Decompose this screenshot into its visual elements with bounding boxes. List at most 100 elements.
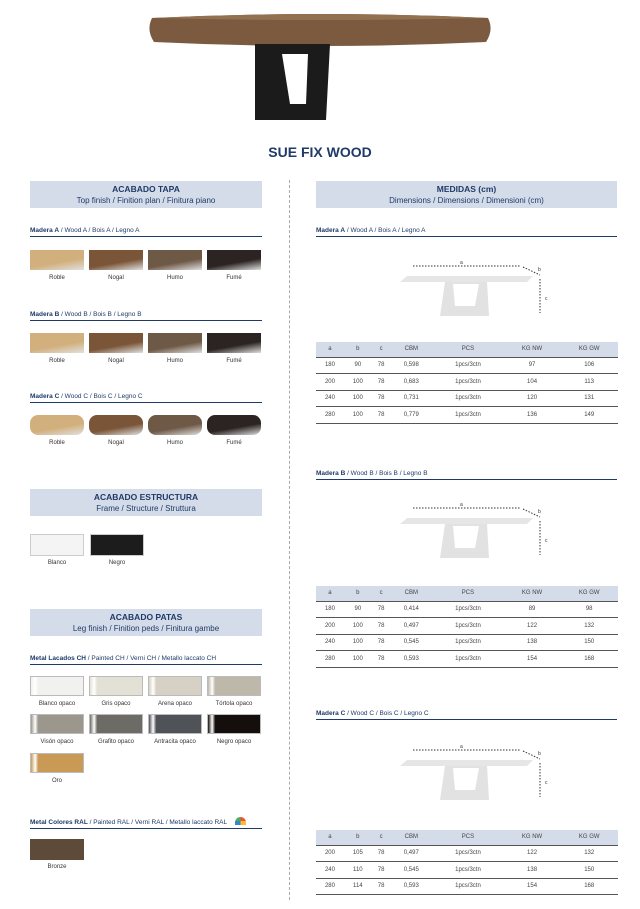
dimension-section-label: Madera B / Wood B / Bois B / Legno B <box>316 470 617 480</box>
label-rest: / Wood A / Bois A / Legno A <box>59 227 140 234</box>
dim-line-b <box>522 750 541 760</box>
table-cell: 136 <box>503 406 561 424</box>
wood-swatch <box>89 333 143 353</box>
table-cell: 1pcs/3ctn <box>432 406 504 424</box>
header-title: ACABADO PATAS <box>109 612 183 622</box>
table-cell: 114 <box>343 878 372 895</box>
dim-label-a: a <box>460 502 463 508</box>
swatch-label: Nogal <box>108 275 124 281</box>
header-title: ACABADO ESTRUCTURA <box>93 492 199 502</box>
leg-swatch <box>89 714 143 734</box>
table-cell: 1pcs/3ctn <box>432 634 504 651</box>
dimension-section-label: Madera C / Wood C / Bois C / Legno C <box>316 710 617 720</box>
wood-swatch <box>207 333 261 353</box>
dimension-drawing <box>400 507 541 558</box>
label-rest: / Painted CH / Verni CH / Metallo laccat… <box>86 655 217 662</box>
table-cell: 280 <box>316 406 344 424</box>
table-cell: 98 <box>560 601 618 618</box>
wood-swatch <box>30 250 84 270</box>
column-header: CBM <box>390 586 433 602</box>
table-row: 200 100 78 0,497 1pcs/3ctn 122 132 <box>316 617 618 635</box>
wood-swatch <box>148 415 202 435</box>
swatch-label: Humo <box>166 275 183 281</box>
table-cell: 78 <box>371 406 391 424</box>
label-rest: / Painted RAL / Verni RAL / Metallo lacc… <box>87 819 227 826</box>
column-header: KG GW <box>560 586 618 602</box>
column-header: KG NW <box>503 586 561 602</box>
column-header: KG GW <box>560 830 618 846</box>
wood-swatch <box>89 415 143 435</box>
table-cell: 132 <box>560 845 618 862</box>
table-cell: 110 <box>343 861 372 879</box>
table-cell: 1pcs/3ctn <box>432 650 504 668</box>
swatch-label: Gris opaco <box>101 701 131 707</box>
table-header-row: a b c CBM PCS KG NW KG GW <box>316 830 618 846</box>
column-header: c <box>371 830 391 846</box>
column-header: KG NW <box>503 342 561 358</box>
label-bold: Madera C <box>30 393 60 400</box>
leg-swatch <box>30 753 84 773</box>
label-bold: Madera B <box>316 470 346 477</box>
dim-line-b <box>522 266 541 276</box>
table-cell: 78 <box>371 878 391 895</box>
table-cell: 90 <box>343 601 372 618</box>
leg-swatch <box>30 714 84 734</box>
table-row: 200 100 78 0,683 1pcs/3ctn 104 113 <box>316 373 618 391</box>
column-header: KG GW <box>560 342 618 358</box>
table-row: 180 90 78 0,598 1pcs/3ctn 97 106 <box>316 357 618 374</box>
table-cell: 78 <box>371 617 391 635</box>
column-header: PCS <box>432 586 504 602</box>
table-cell: 78 <box>371 845 391 862</box>
header-subtitle: Top finish / Finition plan / Finitura pi… <box>76 196 216 205</box>
swatch-label: Fumé <box>226 440 242 446</box>
table-cell: 154 <box>503 650 561 668</box>
table-cell: 78 <box>371 861 391 879</box>
table-cell: 89 <box>503 601 561 618</box>
table-cell: 104 <box>503 373 561 391</box>
table-cell: 90 <box>343 357 372 374</box>
product-image <box>149 14 491 120</box>
swatch-label: Roble <box>49 440 65 446</box>
table-cell: 0,779 <box>390 406 433 424</box>
table-header-row: a b c CBM PCS KG NW KG GW <box>316 586 618 602</box>
table-cell: 240 <box>316 390 344 407</box>
wood-label-2: Madera C / Wood C / Bois C / Legno C <box>30 393 262 403</box>
table-cell: 97 <box>503 357 561 374</box>
header-subtitle: Leg finish / Finition peds / Finitura ga… <box>72 624 220 633</box>
dim-label-b: b <box>538 509 541 515</box>
label-bold: Metal Colores RAL <box>30 819 88 826</box>
wood-swatch <box>89 250 143 270</box>
column-header: b <box>343 342 372 358</box>
label-bold: Metal Lacados CH <box>30 655 86 662</box>
table-top <box>400 276 533 282</box>
frame-swatch <box>90 534 144 556</box>
label-bold: Madera A <box>316 227 346 234</box>
swatch-label: Nogal <box>108 440 124 446</box>
column-header: PCS <box>432 830 504 846</box>
swatch-label: Nogal <box>108 358 124 364</box>
leg-swatch <box>30 676 84 696</box>
table-cell: 0,497 <box>390 845 433 862</box>
column-header: a <box>316 830 344 846</box>
table-row: 240 100 78 0,731 1pcs/3ctn 120 131 <box>316 390 618 407</box>
table-cell: 1pcs/3ctn <box>432 861 504 879</box>
dim-line-b <box>522 508 541 518</box>
table-cell: 113 <box>560 373 618 391</box>
dimension-section-label: Madera A / Wood A / Bois A / Legno A <box>316 227 617 237</box>
column-header: CBM <box>390 342 433 358</box>
dim-label-a: a <box>460 744 463 750</box>
table-cell: 78 <box>371 601 391 618</box>
table-cell: 106 <box>560 357 618 374</box>
table-cell: 100 <box>343 390 372 407</box>
dim-label-c: c <box>545 538 548 544</box>
table-row: 180 90 78 0,414 1pcs/3ctn 89 98 <box>316 601 618 618</box>
dim-label-b: b <box>538 751 541 757</box>
frame-swatch <box>30 534 84 556</box>
swatch-label: Fumé <box>226 275 242 281</box>
dimension-drawing <box>400 749 541 800</box>
dimension-drawing <box>400 265 541 316</box>
table-row: 280 100 78 0,593 1pcs/3ctn 154 168 <box>316 650 618 668</box>
swatch-label: Humo <box>166 358 183 364</box>
column-header: b <box>343 586 372 602</box>
leg-swatch <box>207 676 261 696</box>
